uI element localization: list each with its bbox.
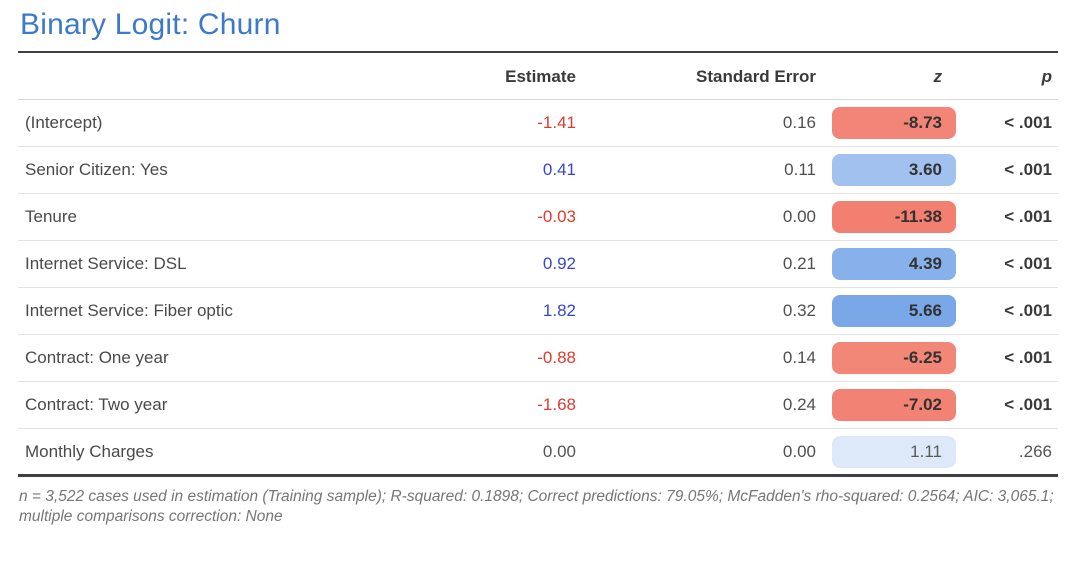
z-cell: -7.02 xyxy=(818,381,958,429)
z-cell: -11.38 xyxy=(818,193,958,241)
results-table: Estimate Standard Error z p (Intercept) … xyxy=(18,51,1058,477)
p-value: < .001 xyxy=(958,240,1058,288)
z-badge: 5.66 xyxy=(832,295,956,327)
se-value: 0.24 xyxy=(578,381,818,429)
z-badge: -11.38 xyxy=(832,201,956,233)
z-cell: 5.66 xyxy=(818,287,958,335)
z-badge: -7.02 xyxy=(832,389,956,421)
z-badge: -8.73 xyxy=(832,107,956,139)
se-value: 0.11 xyxy=(578,146,818,194)
se-value: 0.21 xyxy=(578,240,818,288)
se-value: 0.32 xyxy=(578,287,818,335)
z-cell: 3.60 xyxy=(818,146,958,194)
z-cell: -6.25 xyxy=(818,334,958,382)
table-row: Contract: One year -0.88 0.14 -6.25 < .0… xyxy=(18,334,1058,382)
se-value: 0.00 xyxy=(578,193,818,241)
table-row: Contract: Two year -1.68 0.24 -7.02 < .0… xyxy=(18,381,1058,429)
se-value: 0.16 xyxy=(578,99,818,147)
row-label: (Intercept) xyxy=(18,99,458,147)
row-label: Internet Service: DSL xyxy=(18,240,458,288)
p-value: .266 xyxy=(1018,441,1052,461)
estimate-value: -0.03 xyxy=(458,193,578,241)
header-standard-error: Standard Error xyxy=(578,52,818,100)
header-estimate: Estimate xyxy=(458,52,578,100)
estimate-value: -1.68 xyxy=(458,381,578,429)
header-z: z xyxy=(818,52,958,100)
table-row: Monthly Charges 0.00 0.00 1.11 .266 xyxy=(18,429,1058,476)
estimate-value: 0.41 xyxy=(458,146,578,194)
estimate-value: -0.88 xyxy=(458,334,578,382)
header-p: p xyxy=(958,52,1058,100)
z-cell: 1.11 xyxy=(818,429,958,476)
row-label: Contract: One year xyxy=(18,334,458,382)
row-label: Tenure xyxy=(18,193,458,241)
header-label xyxy=(18,52,458,100)
p-value: < .001 xyxy=(958,99,1058,147)
row-label: Internet Service: Fiber optic xyxy=(18,287,458,335)
page-title: Binary Logit: Churn xyxy=(20,8,281,41)
z-cell: -8.73 xyxy=(818,99,958,147)
z-badge: 1.11 xyxy=(832,435,956,468)
p-value: < .001 xyxy=(958,146,1058,194)
row-label: Monthly Charges xyxy=(25,441,154,461)
estimate-value: -1.41 xyxy=(458,99,578,147)
model-footnote: n = 3,522 cases used in estimation (Trai… xyxy=(19,488,1054,526)
report-output: Binary Logit: Churn Estimate Standard Er… xyxy=(18,8,1058,526)
table-header: Estimate Standard Error z p xyxy=(18,52,1058,100)
se-value: 0.14 xyxy=(578,334,818,382)
table-row: Internet Service: DSL 0.92 0.21 4.39 < .… xyxy=(18,240,1058,288)
z-badge: 3.60 xyxy=(832,154,956,186)
p-value: < .001 xyxy=(958,334,1058,382)
z-badge: 4.39 xyxy=(832,248,956,280)
p-value: < .001 xyxy=(958,287,1058,335)
table-body: (Intercept) -1.41 0.16 -8.73 < .001 Seni… xyxy=(18,99,1058,476)
z-badge: -6.25 xyxy=(832,342,956,374)
table-row: Tenure -0.03 0.00 -11.38 < .001 xyxy=(18,193,1058,241)
row-label: Senior Citizen: Yes xyxy=(18,146,458,194)
estimate-value: 1.82 xyxy=(458,287,578,335)
se-value: 0.00 xyxy=(782,441,816,461)
table-row: Internet Service: Fiber optic 1.82 0.32 … xyxy=(18,287,1058,335)
header-row: Estimate Standard Error z p xyxy=(18,52,1058,100)
p-value: < .001 xyxy=(958,381,1058,429)
row-label: Contract: Two year xyxy=(18,381,458,429)
estimate-value: 0.00 xyxy=(542,441,576,461)
table-row: Senior Citizen: Yes 0.41 0.11 3.60 < .00… xyxy=(18,146,1058,194)
p-value: < .001 xyxy=(958,193,1058,241)
z-cell: 4.39 xyxy=(818,240,958,288)
estimate-value: 0.92 xyxy=(458,240,578,288)
table-row: (Intercept) -1.41 0.16 -8.73 < .001 xyxy=(18,99,1058,147)
